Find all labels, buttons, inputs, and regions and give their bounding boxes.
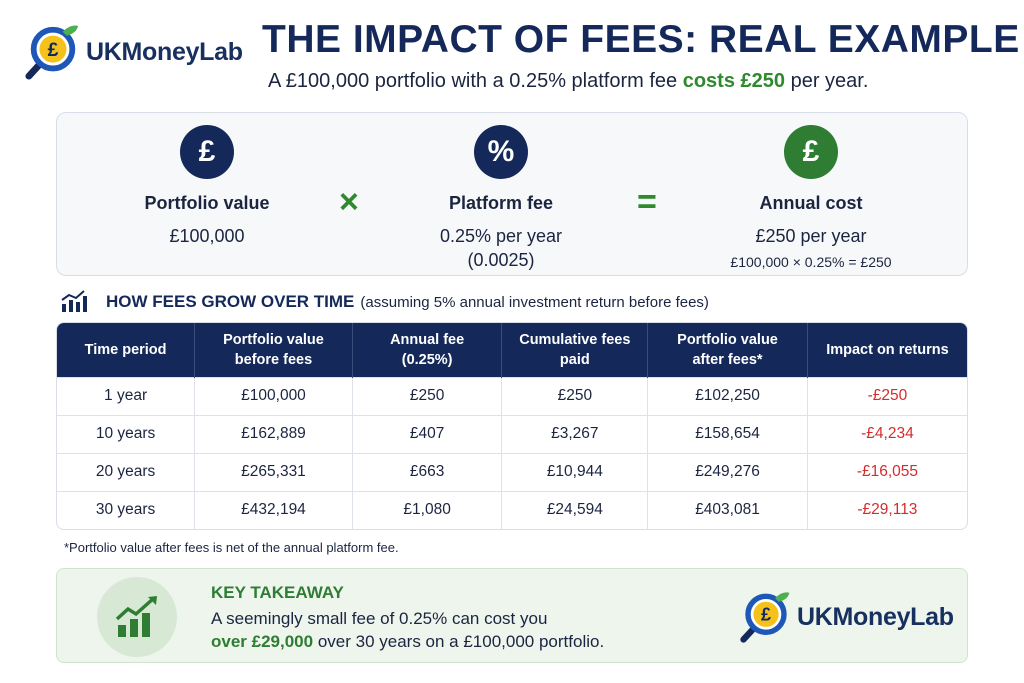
table-cell: £663 bbox=[352, 452, 503, 491]
section-title: HOW FEES GROW OVER TIME bbox=[106, 292, 355, 311]
annual-cost-block: £ Annual cost £250 per year £100,000 × 0… bbox=[681, 113, 941, 270]
table-cell: £432,194 bbox=[194, 490, 353, 529]
takeaway-heading: KEY TAKEAWAY bbox=[211, 583, 344, 602]
page-subtitle: A £100,000 portfolio with a 0.25% platfo… bbox=[268, 70, 869, 92]
page-title: THE IMPACT OF FEES: REAL EXAMPLE bbox=[262, 18, 1020, 61]
table-cell: 1 year bbox=[57, 376, 196, 415]
fee-growth-table: Time period Portfolio value before fees Ann… bbox=[56, 322, 968, 530]
table-cell: £158,654 bbox=[647, 414, 808, 453]
table-cell: £3,267 bbox=[501, 414, 649, 453]
platform-fee-value: 0.25% per year (0.0025) bbox=[439, 226, 563, 270]
table-cell: £403,081 bbox=[647, 490, 808, 529]
table-cell: £10,944 bbox=[501, 452, 649, 491]
impact-cell: -£16,055 bbox=[807, 452, 967, 491]
portfolio-value-label: Portfolio value bbox=[144, 193, 270, 213]
table-cell: 20 years bbox=[57, 452, 196, 491]
portfolio-value: £100,000 bbox=[169, 226, 245, 246]
svg-text:£: £ bbox=[761, 605, 771, 625]
table-row: 20 years £265,331 £663 £10,944 £249,276 -£16,… bbox=[57, 452, 967, 491]
table-cell: £102,250 bbox=[647, 376, 808, 415]
table-row: 30 years £432,194 £1,080 £24,594 £403,081 -£2… bbox=[57, 490, 967, 529]
impact-cell: -£250 bbox=[807, 376, 967, 415]
table-cell: £250 bbox=[501, 376, 649, 415]
column-header: Cumulative fees paid bbox=[501, 323, 649, 377]
section-heading: HOW FEES GROW OVER TIME (assuming 5% ann… bbox=[60, 290, 709, 314]
key-takeaway-panel: KEY TAKEAWAY A seemingly small fee of 0.… bbox=[56, 568, 968, 663]
column-header: Impact on returns bbox=[807, 323, 967, 377]
annual-cost-value: £250 per year bbox=[755, 226, 867, 246]
pound-icon: £ bbox=[180, 125, 234, 179]
table-cell: £249,276 bbox=[647, 452, 808, 491]
table-cell: £100,000 bbox=[194, 376, 353, 415]
column-header: Portfolio value before fees bbox=[194, 323, 353, 377]
brand-logo: £ UKMoneyLab bbox=[24, 22, 243, 82]
percent-icon: % bbox=[474, 125, 528, 179]
multiply-icon: × bbox=[339, 183, 359, 221]
table-cell: 10 years bbox=[57, 414, 196, 453]
brand-name: UKMoneyLab bbox=[86, 37, 243, 66]
table-cell: £265,331 bbox=[194, 452, 353, 491]
column-header: Portfolio value after fees* bbox=[647, 323, 808, 377]
platform-fee-block: % Platform fee 0.25% per year (0.0025) bbox=[371, 113, 631, 272]
impact-cell: -£29,113 bbox=[807, 490, 967, 529]
magnifier-pound-icon: £ bbox=[25, 25, 79, 80]
table-cell: £162,889 bbox=[194, 414, 353, 453]
portfolio-value-block: £ Portfolio value £100,000 bbox=[77, 113, 337, 248]
section-note: (assuming 5% annual investment return be… bbox=[360, 293, 709, 311]
growth-chart-icon bbox=[61, 290, 87, 312]
annual-cost-label: Annual cost bbox=[759, 193, 863, 213]
column-header: Annual fee (0.25%) bbox=[352, 323, 503, 377]
platform-fee-label: Platform fee bbox=[448, 193, 554, 213]
equals-icon: = bbox=[637, 183, 657, 221]
brand-logo-footer: £ UKMoneyLab bbox=[739, 589, 954, 645]
table-header-row: Time period Portfolio value before fees Ann… bbox=[57, 323, 967, 377]
annual-cost-calculation: £100,000 × 0.25% = £250 bbox=[730, 254, 892, 270]
growth-chart-icon bbox=[115, 596, 157, 637]
svg-text:£: £ bbox=[48, 40, 59, 61]
table-cell: £250 bbox=[352, 376, 503, 415]
table-cell: 30 years bbox=[57, 490, 196, 529]
takeaway-line-1: A seemingly small fee of 0.25% can cost … bbox=[211, 609, 548, 628]
table-footnote: *Portfolio value after fees is net of th… bbox=[64, 540, 399, 555]
column-header: Time period bbox=[57, 323, 196, 377]
table-cell: £1,080 bbox=[352, 490, 503, 529]
table-cell: £407 bbox=[352, 414, 503, 453]
brand-name: UKMoneyLab bbox=[797, 602, 954, 631]
fee-formula-panel: £ Portfolio value £100,000 × % Platform … bbox=[56, 112, 968, 276]
magnifier-pound-icon: £ bbox=[740, 592, 790, 643]
takeaway-icon-badge bbox=[97, 577, 177, 657]
table-row: 10 years £162,889 £407 £3,267 £158,654 -£4,23… bbox=[57, 414, 967, 453]
impact-cell: -£4,234 bbox=[807, 414, 967, 453]
pound-icon: £ bbox=[784, 125, 838, 179]
table-row: 1 year £100,000 £250 £250 £102,250 -£250 bbox=[57, 376, 967, 415]
table-cell: £24,594 bbox=[501, 490, 649, 529]
takeaway-line-2: over £29,000 over 30 years on a £100,000… bbox=[211, 632, 605, 651]
